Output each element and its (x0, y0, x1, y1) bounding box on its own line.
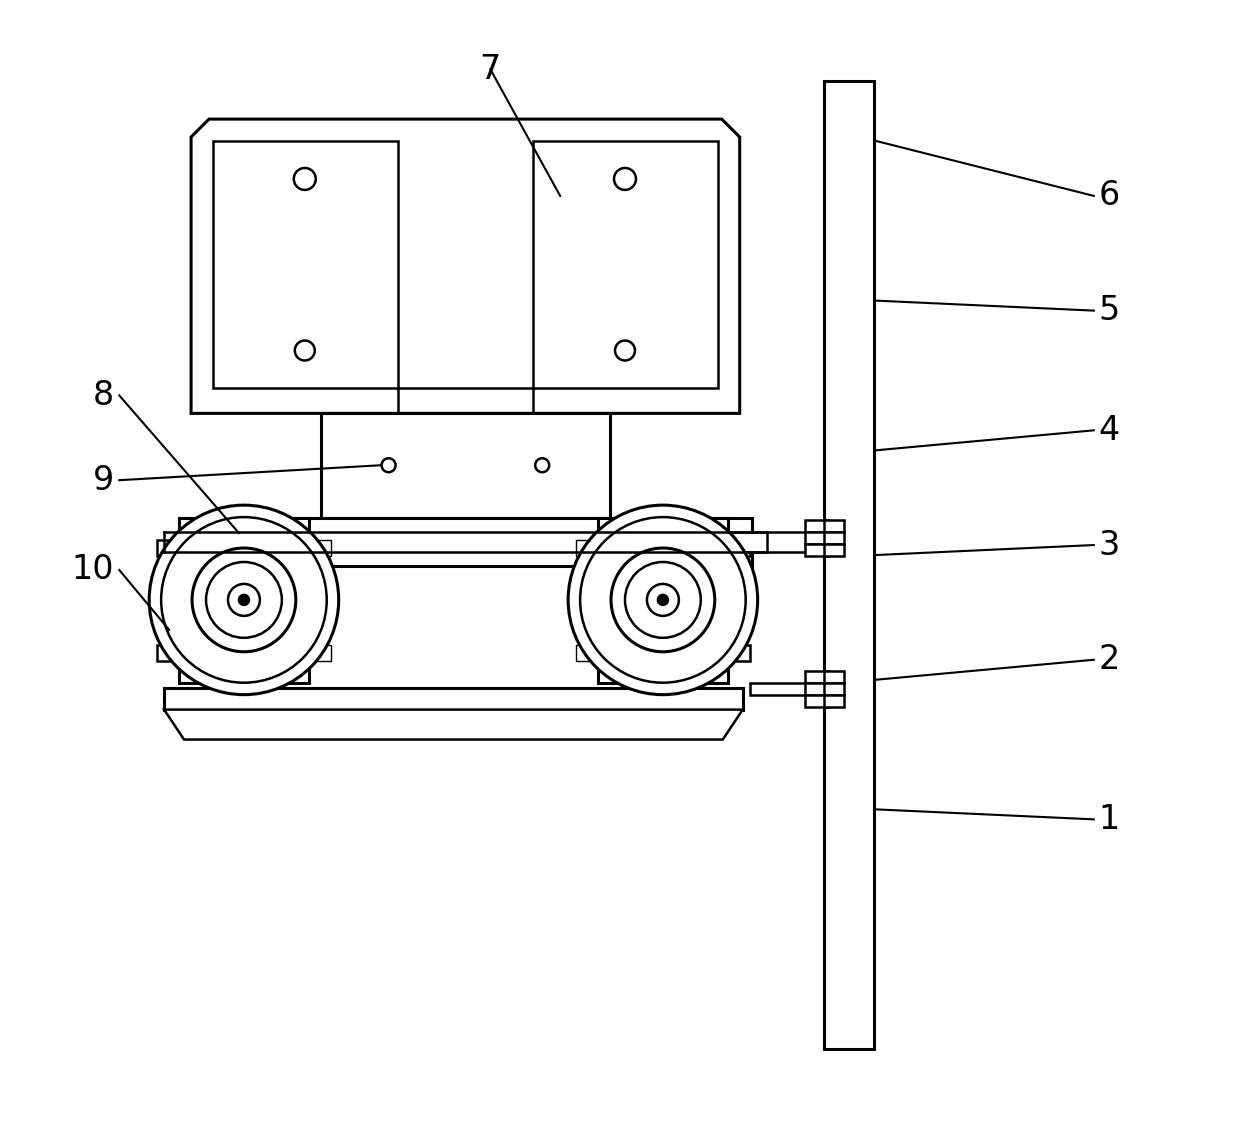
Bar (309, 540, 331, 556)
Circle shape (536, 458, 549, 472)
Text: 1: 1 (1099, 803, 1120, 836)
Bar (321, 414, 610, 518)
Bar (213, 141, 398, 389)
Text: 10: 10 (72, 554, 114, 586)
Bar (728, 532, 827, 552)
Circle shape (206, 562, 281, 638)
Circle shape (222, 528, 265, 572)
Circle shape (222, 629, 265, 673)
Text: 3: 3 (1099, 528, 1120, 562)
Circle shape (625, 562, 701, 638)
Polygon shape (164, 710, 743, 740)
Bar (179, 518, 309, 683)
Bar (577, 540, 598, 556)
Circle shape (149, 506, 339, 695)
Circle shape (228, 584, 260, 615)
Bar (157, 540, 179, 556)
Bar (825, 81, 874, 1049)
Bar (577, 645, 598, 660)
Bar (533, 141, 718, 389)
Bar (805, 520, 830, 532)
Text: 8: 8 (93, 379, 114, 411)
Bar (825, 520, 844, 532)
Bar (728, 540, 750, 556)
Text: 4: 4 (1099, 414, 1120, 447)
Bar (805, 695, 830, 706)
Text: 7: 7 (480, 53, 501, 85)
Bar (805, 670, 830, 683)
Circle shape (580, 517, 745, 683)
Bar (805, 532, 830, 544)
Circle shape (658, 595, 668, 605)
Bar (598, 518, 728, 683)
Bar (309, 645, 331, 660)
Text: 2: 2 (1099, 643, 1120, 676)
Bar (728, 645, 750, 660)
Circle shape (295, 341, 315, 361)
Bar (825, 532, 844, 544)
Circle shape (568, 506, 758, 695)
Circle shape (611, 548, 714, 651)
Circle shape (382, 458, 396, 472)
Circle shape (641, 528, 684, 572)
Circle shape (615, 341, 635, 361)
Bar (805, 683, 830, 695)
Polygon shape (191, 119, 740, 414)
Circle shape (192, 548, 296, 651)
Circle shape (641, 629, 684, 673)
Bar (825, 695, 844, 706)
Bar (179, 518, 751, 566)
Text: 6: 6 (1099, 179, 1120, 212)
Circle shape (647, 584, 678, 615)
Bar (164, 687, 743, 710)
Circle shape (239, 595, 249, 605)
Bar (825, 670, 844, 683)
Bar (157, 645, 179, 660)
Bar (825, 683, 844, 695)
Text: 5: 5 (1099, 294, 1120, 327)
Circle shape (161, 517, 326, 683)
Circle shape (294, 168, 316, 189)
Circle shape (614, 168, 636, 189)
Text: 9: 9 (93, 464, 114, 497)
Bar (750, 683, 825, 695)
Bar (805, 544, 830, 556)
Bar (825, 544, 844, 556)
